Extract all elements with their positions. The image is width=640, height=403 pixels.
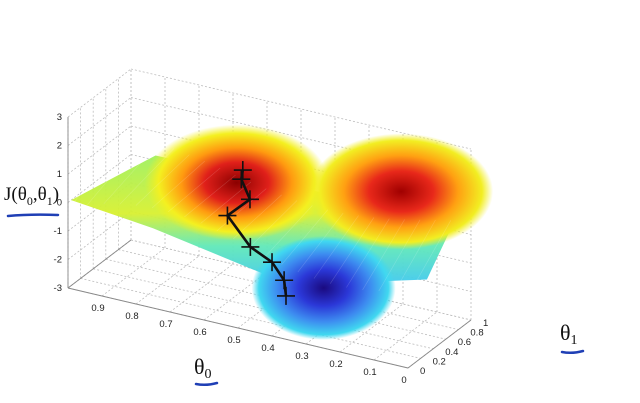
descent-step-marker <box>277 286 295 305</box>
grid-line <box>135 255 200 305</box>
y-tick-label: 1 <box>483 318 488 329</box>
z-axis-label: J(θ0,θ1) <box>4 184 59 208</box>
descent-step-marker <box>218 206 237 225</box>
mesh-line <box>394 219 436 292</box>
mesh-line <box>87 137 144 205</box>
z-axis-label-underline <box>6 213 60 218</box>
mesh-line <box>168 167 221 212</box>
mesh-line <box>232 194 282 240</box>
mesh-line <box>313 215 359 279</box>
grid-line <box>203 271 268 321</box>
grid-line <box>67 97 132 146</box>
z-tick-label: 3 <box>57 112 62 123</box>
mesh-line <box>346 218 390 288</box>
descent-step-marker <box>240 190 259 209</box>
grid-line <box>67 125 132 175</box>
y-axis-label: θ1 <box>560 320 578 348</box>
grid-line <box>67 154 132 203</box>
mesh-line <box>216 188 267 232</box>
x-tick-label: 0.3 <box>295 351 308 362</box>
x-tick-label: 0.5 <box>227 335 240 346</box>
y-tick-label: 0.4 <box>445 347 458 358</box>
mesh-line <box>200 181 252 224</box>
mesh-line <box>135 154 190 206</box>
y-tick-label: 0.2 <box>433 356 446 367</box>
mesh-line <box>119 148 175 205</box>
x-tick-label: 0.4 <box>261 343 274 354</box>
z-tick-label: 0 <box>57 198 62 209</box>
mesh-line <box>265 205 313 257</box>
descent-step-marker <box>263 253 282 272</box>
surface-peak <box>309 133 494 250</box>
descent-line <box>225 169 288 297</box>
surface-valley <box>251 235 396 340</box>
grid-line <box>339 303 404 353</box>
mesh-line <box>249 200 298 248</box>
mesh-line <box>103 142 159 205</box>
tick-labels: 3210-1-2-30.90.80.70.60.50.40.30.20.1000… <box>54 112 489 386</box>
descent-step-marker <box>232 170 251 189</box>
box-edge <box>67 239 132 289</box>
grid-line <box>67 211 132 260</box>
grid-line <box>67 68 132 118</box>
descent-step-marker <box>241 237 260 256</box>
grid-line <box>101 247 166 297</box>
mesh-line <box>329 217 375 284</box>
x-tick-label: 0.9 <box>91 303 104 314</box>
descent-path <box>218 161 295 305</box>
grid-line <box>237 279 302 329</box>
z-tick-label: 1 <box>57 169 62 180</box>
box-edge <box>67 287 409 369</box>
x-tick-label: 0.8 <box>125 311 138 322</box>
x-tick-label: 0 <box>401 375 406 386</box>
x-tick-label: 0.2 <box>329 359 342 370</box>
grid-line <box>169 263 234 313</box>
mesh-line <box>378 219 421 292</box>
descent-step-marker <box>233 161 252 180</box>
grid-line <box>67 182 132 232</box>
mesh-line <box>184 174 236 218</box>
mesh-line <box>281 209 329 265</box>
x-tick-label: 0.1 <box>363 367 376 378</box>
mesh-line <box>410 220 452 291</box>
x-tick-label: 0.6 <box>193 327 206 338</box>
mesh-line <box>151 160 205 209</box>
x-axis-label-underline <box>194 381 219 387</box>
z-tick-label: 2 <box>57 141 62 152</box>
z-tick-label: -1 <box>54 226 62 237</box>
descent-step-marker <box>275 271 294 290</box>
surface-peak <box>144 124 329 241</box>
x-tick-label: 0.7 <box>159 319 172 330</box>
mesh-line <box>70 133 129 206</box>
y-tick-label: 0 <box>420 366 425 377</box>
surface <box>70 124 494 340</box>
y-axis-label-underline <box>560 349 585 355</box>
y-tick-label: 0.8 <box>470 328 483 339</box>
x-axis-label: θ0 <box>194 354 212 382</box>
z-tick-label: -2 <box>54 255 62 266</box>
y-tick-label: 0.6 <box>458 337 471 348</box>
box-edge <box>407 319 472 369</box>
grid-line <box>373 311 438 361</box>
mesh-line <box>362 219 405 291</box>
z-tick-label: -3 <box>54 283 62 294</box>
mesh-line <box>297 212 344 273</box>
